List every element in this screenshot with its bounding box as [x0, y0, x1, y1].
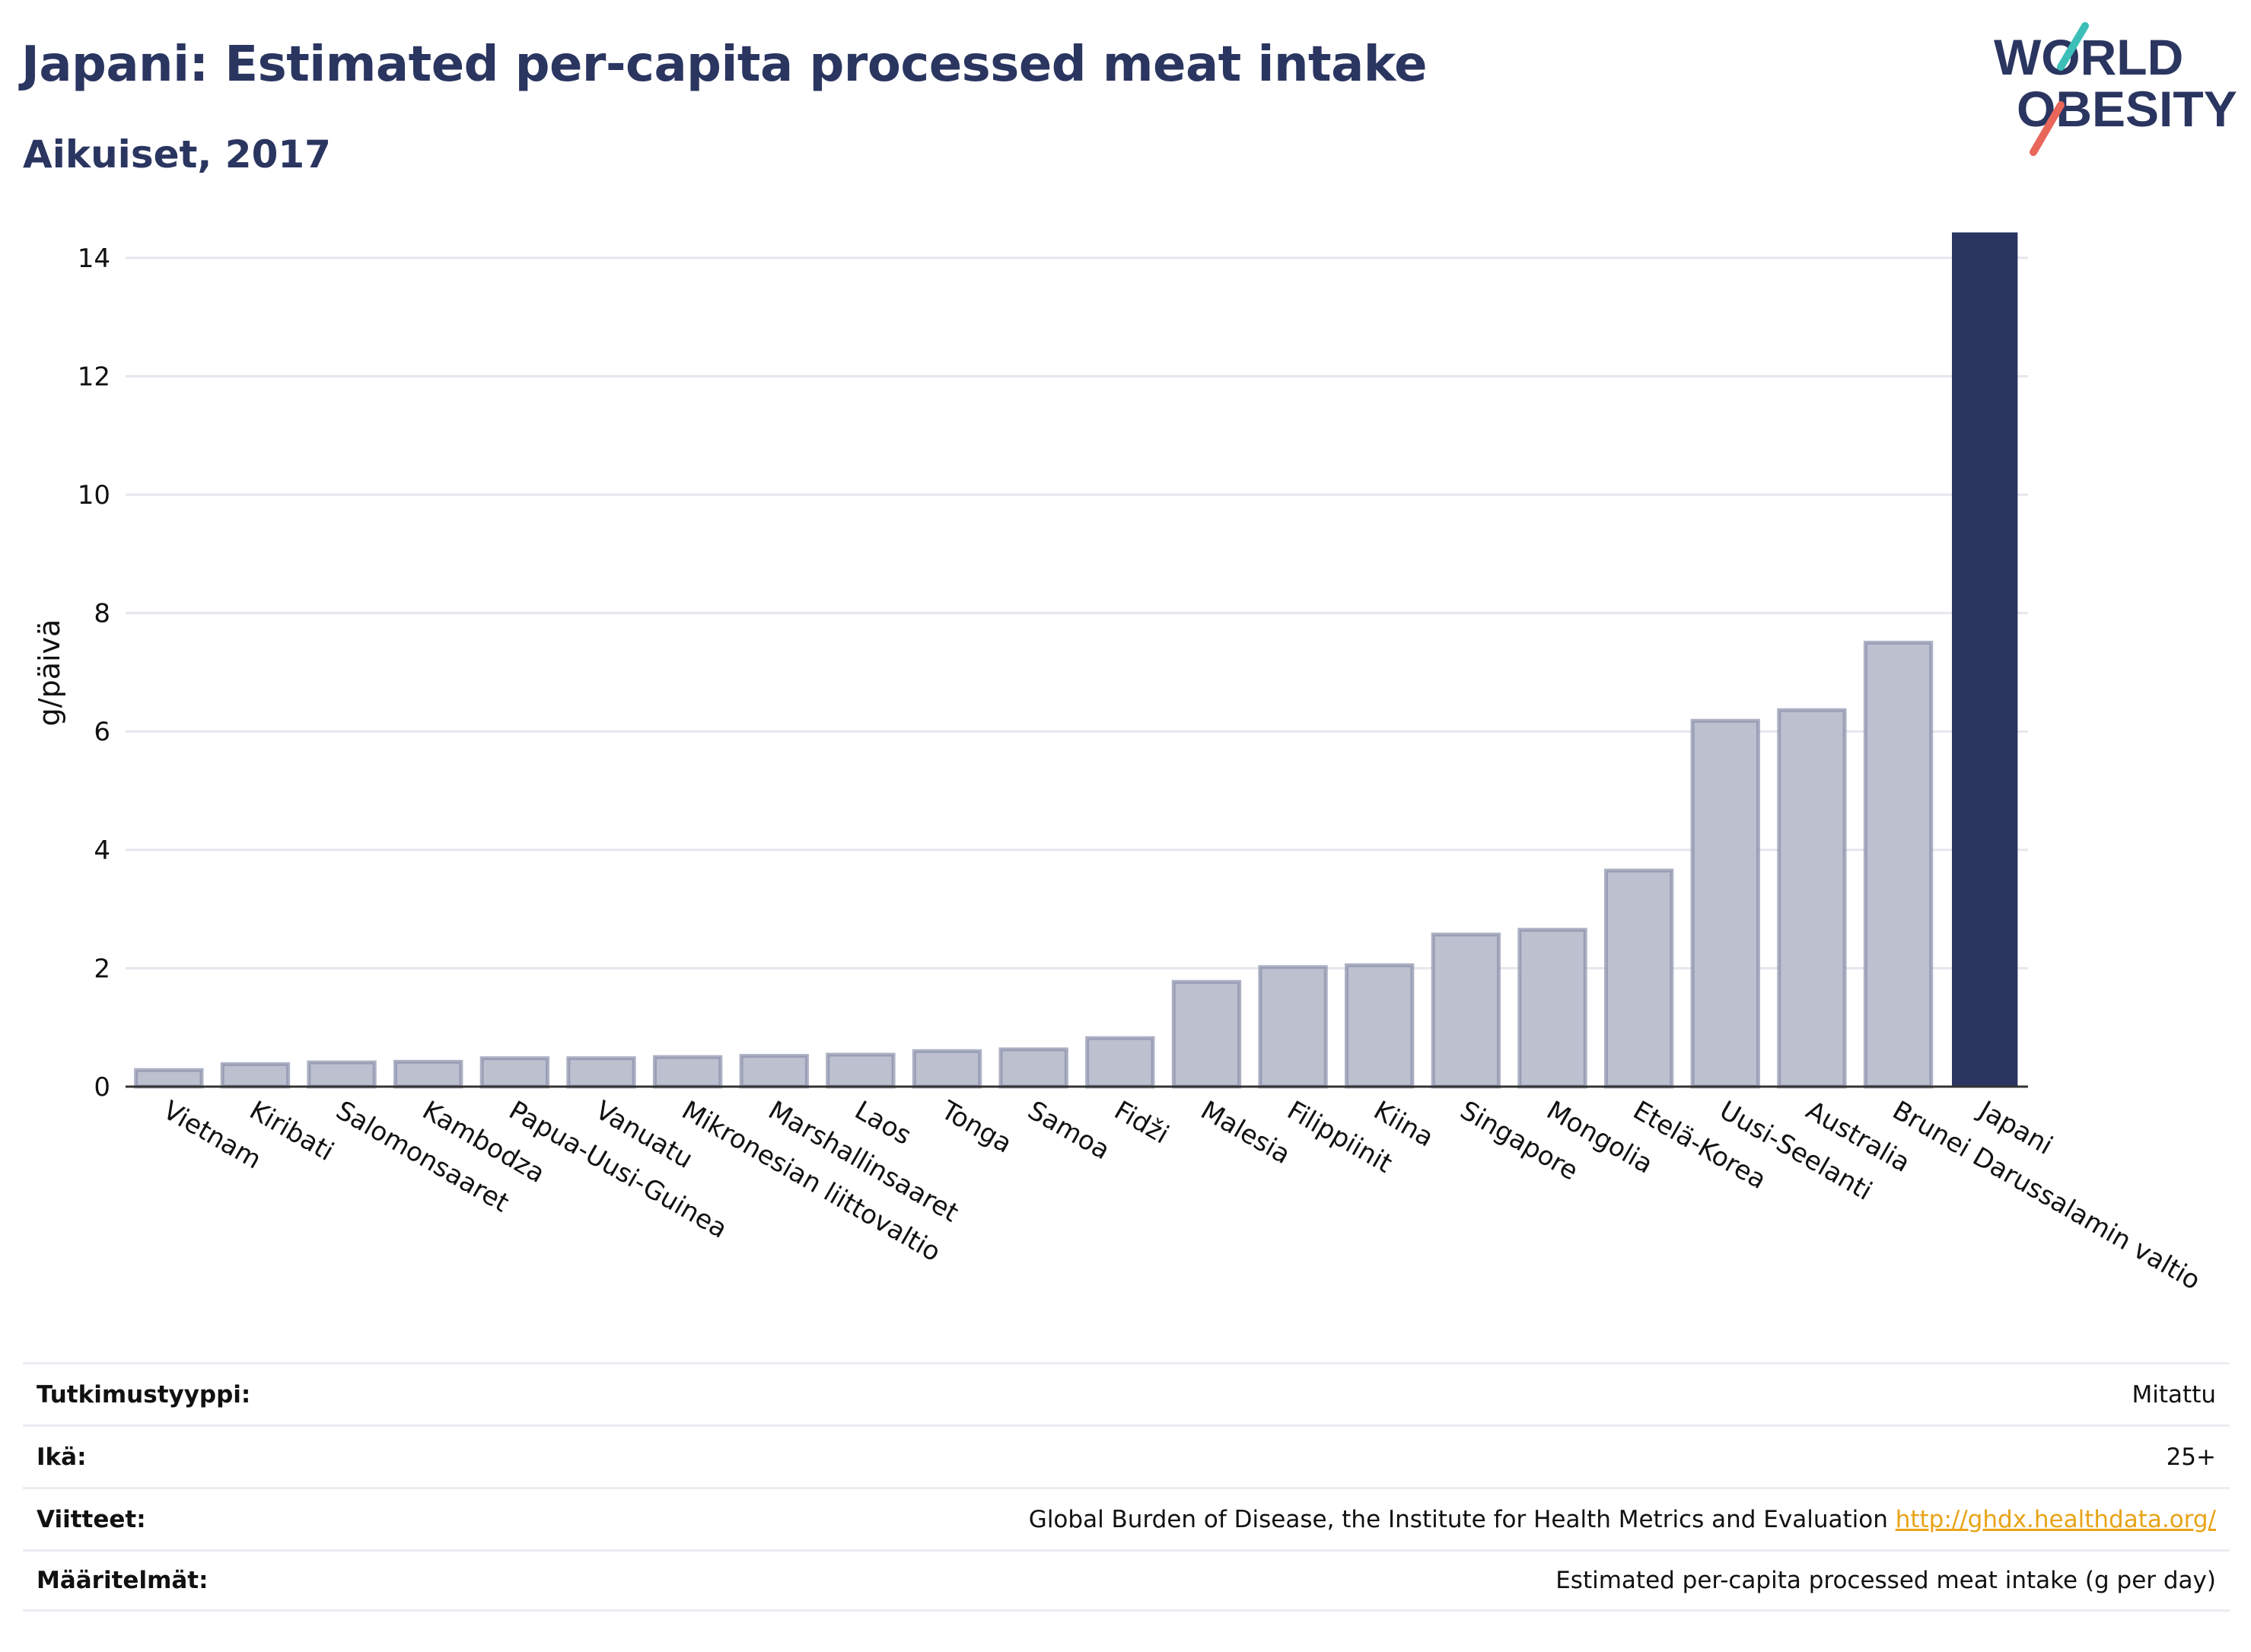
bar-kambodza: [393, 1059, 463, 1089]
bar-kiina: [1345, 963, 1415, 1089]
bar-australia: [1777, 708, 1847, 1089]
bar-kiribati: [220, 1062, 291, 1089]
bar-singapore: [1431, 932, 1501, 1089]
info-row-age: Ikä: 25+: [23, 1424, 2230, 1487]
bar-vanuatu: [566, 1056, 636, 1089]
y-axis-ticks: 0 2 4 6 8 10 12 14: [78, 244, 110, 1103]
bar-salomonsaaret: [307, 1060, 377, 1089]
bar-tonga: [912, 1049, 982, 1089]
bar-mongolia: [1517, 928, 1587, 1089]
bar-japani: [1952, 232, 2018, 1087]
chart-title: Japani: Estimated per-capita processed m…: [21, 37, 1428, 93]
y-tick-label: 8: [94, 599, 110, 629]
x-tick-label: Brunei Darussalamin valtio: [1887, 1095, 2205, 1296]
bar-papua-uusi-guinea: [479, 1056, 550, 1089]
info-row-study-type: Tutkimustyyppi: Mitattu: [23, 1362, 2230, 1424]
y-tick-label: 2: [94, 953, 110, 984]
y-tick-label: 14: [78, 244, 110, 274]
bars: [134, 232, 2018, 1089]
y-tick-label: 12: [78, 361, 110, 392]
logo-word-world: WORLD: [1994, 29, 2183, 85]
y-axis-label: g/päivä: [33, 619, 66, 727]
y-tick-label: 6: [94, 717, 110, 747]
logo-word-obesity: OBESITY: [2017, 81, 2237, 137]
reference-text: Global Burden of Disease, the Institute …: [1028, 1505, 1888, 1533]
x-tick-label: Vietnam: [158, 1095, 266, 1176]
info-value: Global Burden of Disease, the Institute …: [1029, 1506, 2216, 1533]
logo-slash-red: [2030, 101, 2065, 156]
x-tick-label: Samoa: [1023, 1095, 1115, 1166]
info-value: Mitattu: [2132, 1380, 2216, 1408]
x-tick-label: Malesia: [1196, 1095, 1295, 1170]
bar-uusi-seelanti: [1690, 718, 1760, 1089]
reference-link[interactable]: http://ghdx.healthdata.org/: [1895, 1505, 2216, 1533]
x-tick-label: Fidži: [1109, 1095, 1173, 1150]
info-label: Viitteet:: [37, 1505, 146, 1533]
y-tick-label: 10: [78, 480, 110, 511]
bar-fidži: [1085, 1036, 1155, 1089]
info-table: Tutkimustyyppi: Mitattu Ikä: 25+ Viittee…: [23, 1362, 2230, 1612]
logo-slash-teal: [2057, 22, 2089, 71]
bar-filippiinit: [1258, 965, 1328, 1089]
bar-samoa: [998, 1047, 1068, 1089]
x-axis-ticks: VietnamKiribatiSalomonsaaretKambodzaPapu…: [158, 1094, 2205, 1296]
info-value: 25+: [2166, 1443, 2216, 1471]
bar-chart: 0 2 4 6 8 10 12 14 VietnamKiribatiSalomonsaaret…: [33, 232, 2205, 1297]
info-row-definitions: Määritelmät: Estimated per-capita proces…: [23, 1549, 2230, 1612]
info-value: Estimated per-capita processed meat inta…: [1555, 1567, 2216, 1594]
bar-mikronesian-liittovaltio: [652, 1055, 723, 1089]
bar-etelä-korea: [1603, 868, 1674, 1089]
info-label: Ikä:: [37, 1443, 87, 1471]
info-row-references: Viitteet: Global Burden of Disease, the …: [23, 1487, 2230, 1549]
info-label: Määritelmät:: [37, 1567, 209, 1594]
chart-subtitle: Aikuiset, 2017: [23, 132, 331, 177]
bar-laos: [826, 1052, 896, 1089]
bar-vietnam: [134, 1068, 204, 1089]
y-tick-label: 0: [94, 1072, 110, 1103]
bar-malesia: [1171, 979, 1242, 1089]
bar-brunei-darussalamin-valtio: [1863, 641, 1934, 1089]
world-obesity-logo: WORLD OBESITY: [1994, 22, 2237, 156]
y-tick-label: 4: [94, 836, 110, 866]
bar-marshallinsaaret: [739, 1054, 809, 1089]
info-label: Tutkimustyyppi:: [37, 1380, 251, 1408]
x-tick-label: Tonga: [935, 1095, 1017, 1160]
